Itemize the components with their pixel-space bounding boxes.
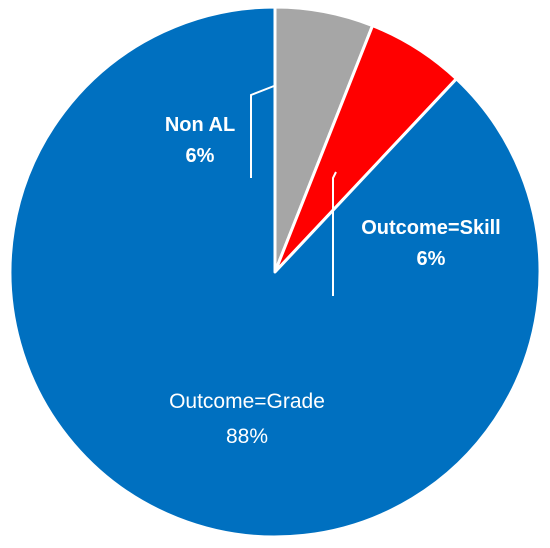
slice-value-outcome-grade: 88% <box>226 425 268 448</box>
slice-label-outcome-skill: Outcome=Skill <box>361 217 501 239</box>
slice-value-outcome-skill: 6% <box>417 248 446 270</box>
leader-lines <box>250 85 337 296</box>
slice-value-non-al: 6% <box>186 145 215 167</box>
pie-slice-outcome-grade <box>8 5 542 539</box>
slice-label-outcome-grade: Outcome=Grade <box>169 390 325 413</box>
leader-line-outcome-skill <box>332 171 337 296</box>
slice-labels: Non AL 6% Outcome=Skill 6% Outcome=Grade… <box>165 114 501 448</box>
slice-label-non-al: Non AL <box>165 114 235 136</box>
pie-slices <box>8 5 542 539</box>
leader-line-non-al <box>250 85 275 178</box>
